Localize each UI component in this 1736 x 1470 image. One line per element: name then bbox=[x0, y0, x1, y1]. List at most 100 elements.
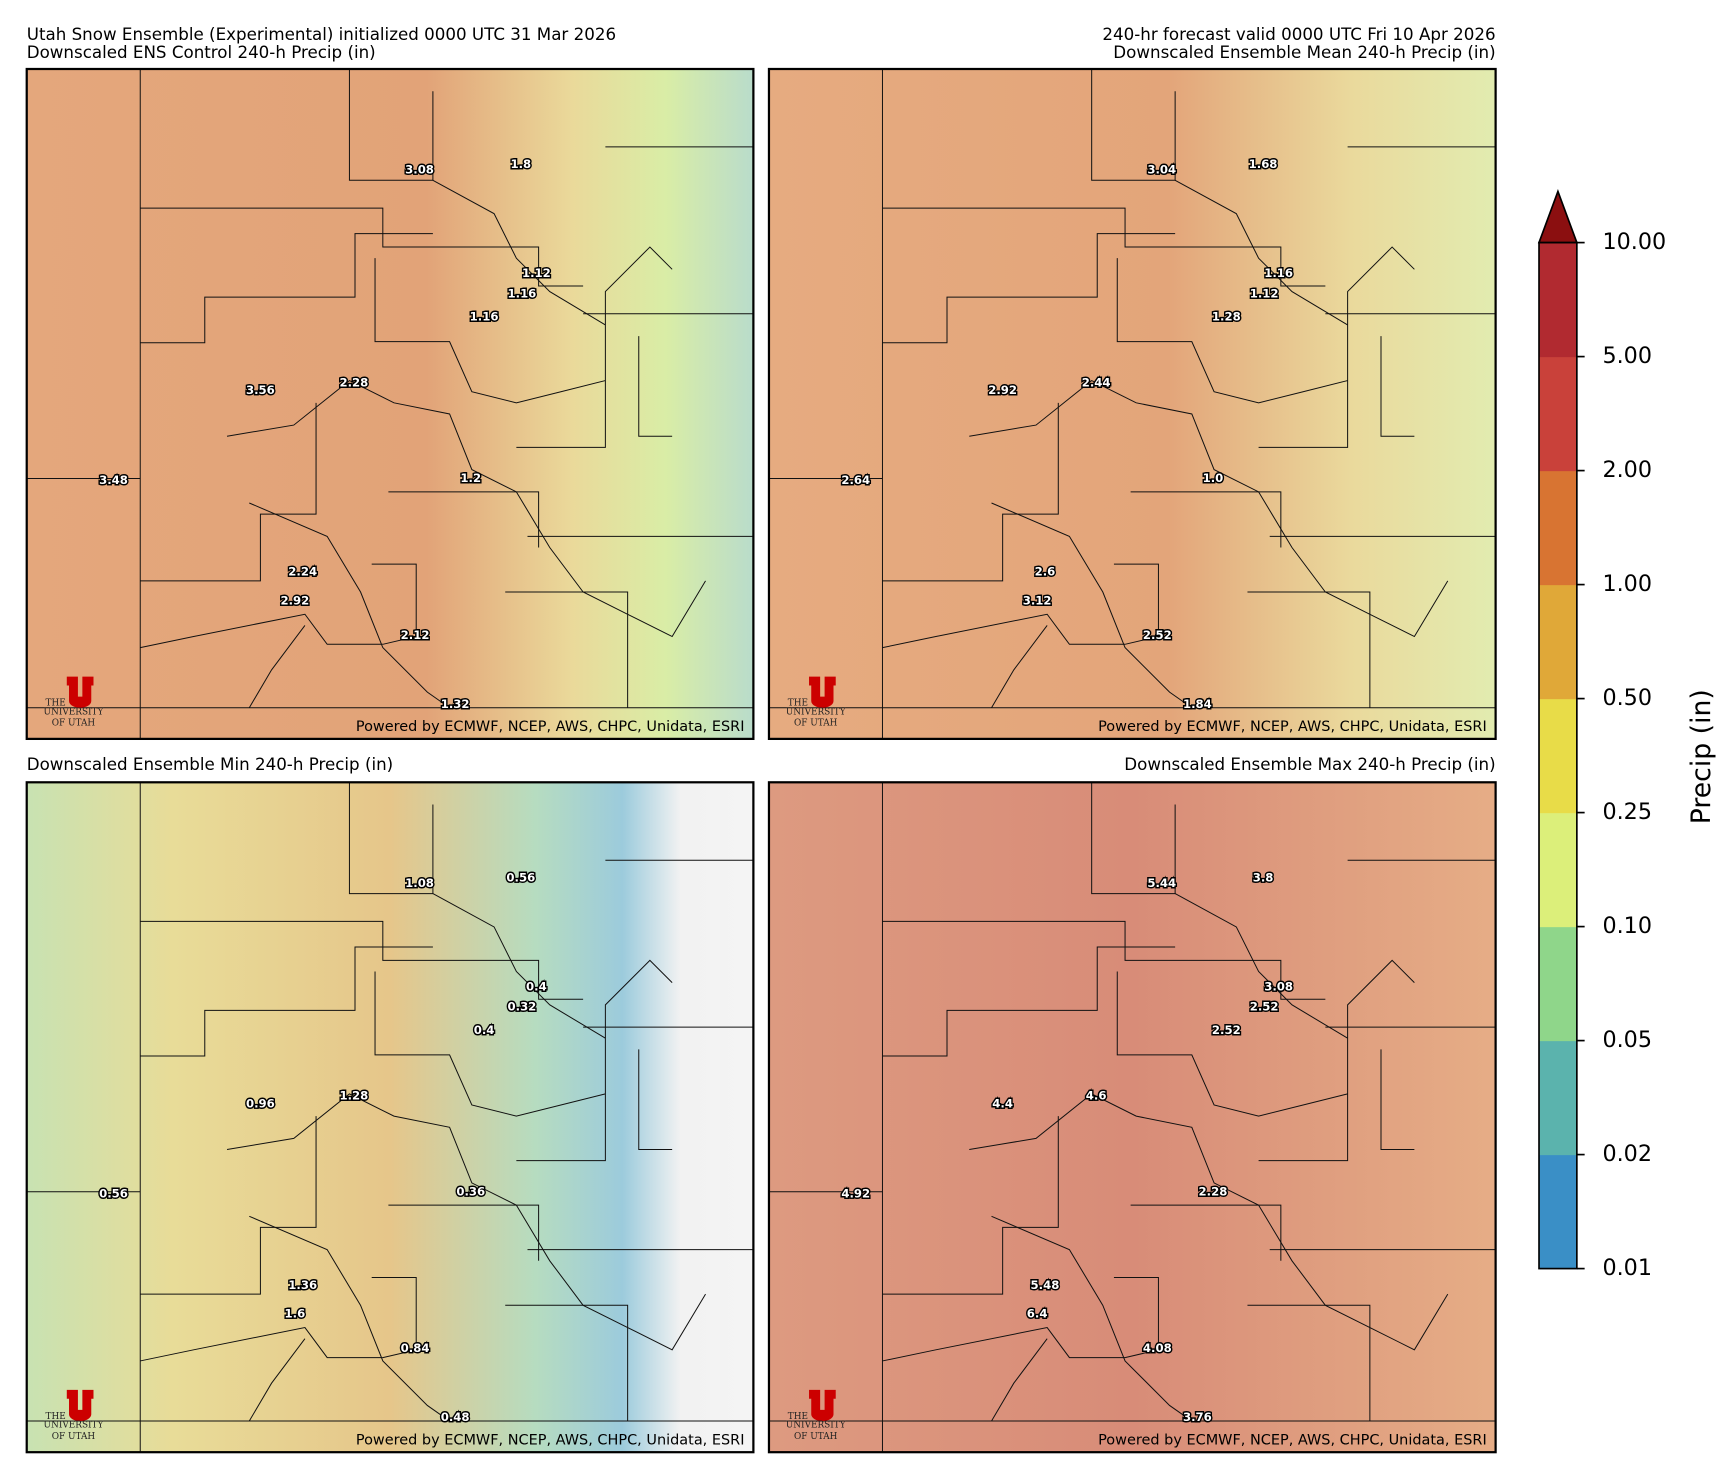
boundary-line bbox=[249, 1215, 450, 1422]
point-value: 1.16 bbox=[470, 310, 499, 324]
point-value: 3.76 bbox=[1183, 1410, 1212, 1424]
boundary-line bbox=[140, 402, 317, 582]
point-value: 2.24 bbox=[288, 564, 317, 578]
logo-the: THE bbox=[46, 1412, 66, 1422]
boundary-line bbox=[882, 402, 1059, 582]
colorbar-bin bbox=[1539, 926, 1577, 1042]
point-value: 2.44 bbox=[1082, 375, 1111, 389]
colorbar-tick-label: 10.00 bbox=[1602, 229, 1666, 255]
colorbar-tick-label: 0.02 bbox=[1602, 1141, 1652, 1167]
colorbar-frame bbox=[1538, 241, 1578, 1270]
boundary-line bbox=[432, 179, 606, 326]
boundary-line bbox=[882, 1327, 1126, 1362]
point-value: 0.36 bbox=[456, 1184, 485, 1198]
boundary-line bbox=[882, 1116, 1059, 1295]
point-value: 2.52 bbox=[1143, 628, 1172, 642]
boundary-line bbox=[374, 971, 606, 1117]
boundary-line bbox=[1380, 336, 1415, 437]
point-value: 4.6 bbox=[1086, 1089, 1107, 1103]
boundary-line bbox=[1113, 563, 1159, 645]
logo-the: THE bbox=[46, 699, 66, 709]
point-value: 0.56 bbox=[506, 870, 535, 884]
boundary-line bbox=[1174, 893, 1348, 1039]
point-value: 2.6 bbox=[1035, 564, 1056, 578]
boundary-line bbox=[140, 920, 584, 1000]
logo-u bbox=[66, 1389, 94, 1422]
colorbar-bin bbox=[1539, 470, 1577, 586]
boundary-line bbox=[432, 893, 606, 1039]
boundary-line bbox=[348, 782, 434, 895]
point-value: 2.52 bbox=[1250, 1000, 1279, 1014]
header-right: 240-hr forecast valid 0000 UTC Fri 10 Ap… bbox=[1102, 25, 1495, 44]
logo-the: THE bbox=[788, 699, 808, 709]
boundary-line bbox=[371, 563, 417, 645]
boundary-line bbox=[140, 946, 433, 1057]
logo-of: OF UTAH bbox=[794, 1432, 838, 1442]
colorbar-tick-label: 0.50 bbox=[1602, 685, 1652, 711]
panel-frame bbox=[25, 67, 755, 741]
colorbar-tick-label: 0.25 bbox=[1602, 799, 1652, 825]
boundary-line bbox=[1174, 179, 1348, 326]
point-value: 2.52 bbox=[1212, 1023, 1241, 1037]
point-value: 0.48 bbox=[441, 1410, 470, 1424]
point-value: 1.36 bbox=[288, 1278, 317, 1292]
boundary-line bbox=[1258, 959, 1415, 1162]
boundary-line bbox=[991, 502, 1193, 709]
boundary-line bbox=[991, 1338, 1048, 1422]
point-value: 1.32 bbox=[441, 697, 470, 711]
boundary-line bbox=[248, 625, 306, 708]
boundary-line bbox=[638, 336, 673, 437]
boundary-line bbox=[1091, 68, 1176, 181]
boundary-line bbox=[1130, 1204, 1282, 1261]
boundary-line bbox=[505, 1304, 629, 1422]
point-value: 2.64 bbox=[841, 473, 870, 487]
point-value: 1.2 bbox=[460, 471, 481, 485]
point-value: 3.48 bbox=[99, 473, 128, 487]
colorbar-tick-label: 0.10 bbox=[1602, 913, 1652, 939]
panel-title: Downscaled Ensemble Mean 240-h Precip (i… bbox=[1113, 43, 1495, 62]
boundary-line bbox=[1258, 246, 1415, 448]
point-value: 4.08 bbox=[1143, 1341, 1172, 1355]
boundary-line bbox=[969, 379, 1449, 638]
point-value: 5.44 bbox=[1147, 876, 1176, 890]
boundary-line bbox=[1247, 591, 1371, 708]
point-value: 1.68 bbox=[1249, 157, 1278, 171]
boundary-line bbox=[348, 68, 434, 181]
boundary-line bbox=[140, 207, 584, 287]
boundary-line bbox=[1380, 1049, 1415, 1151]
point-value: 0.56 bbox=[99, 1187, 128, 1201]
logo-the: THE bbox=[788, 1412, 808, 1422]
point-value: 3.12 bbox=[1023, 593, 1052, 607]
point-value: 3.08 bbox=[1264, 980, 1293, 994]
colorbar-bin bbox=[1539, 1040, 1577, 1156]
boundary-line bbox=[388, 491, 540, 548]
boundary-line bbox=[505, 591, 629, 708]
point-value: 3.56 bbox=[246, 383, 275, 397]
point-value: 1.12 bbox=[522, 266, 551, 280]
point-value: 1.28 bbox=[1212, 310, 1241, 324]
boundary-line bbox=[140, 1116, 317, 1295]
point-value: 3.8 bbox=[1253, 870, 1274, 884]
colorbar-label: Precip (in) bbox=[1686, 689, 1717, 824]
map-background bbox=[26, 68, 754, 739]
point-value: 4.4 bbox=[992, 1096, 1013, 1110]
point-value: 3.04 bbox=[1147, 163, 1176, 177]
boundary-line bbox=[882, 233, 1176, 344]
boundary-line bbox=[388, 1204, 540, 1261]
boundary-line bbox=[969, 1093, 1449, 1351]
logo-u bbox=[809, 1389, 836, 1422]
point-value: 0.84 bbox=[401, 1341, 430, 1355]
point-value: 2.12 bbox=[401, 628, 430, 642]
boundary-line bbox=[1091, 782, 1176, 895]
point-value: 4.92 bbox=[841, 1187, 870, 1201]
map-panel: 3.08 1.8 1.12 1.16 1.16 3.56 2.28 3.48 1.2 2.24 2.… bbox=[25, 67, 755, 741]
point-value: 1.6 bbox=[285, 1307, 306, 1321]
logo-name: UNIVERSITY bbox=[44, 707, 104, 717]
boundary-line bbox=[882, 207, 1326, 287]
boundary-line bbox=[371, 1276, 417, 1359]
point-value: 1.16 bbox=[508, 286, 537, 300]
logo-name: UNIVERSITY bbox=[786, 1421, 846, 1431]
boundary-line bbox=[1130, 491, 1282, 548]
point-value: 5.48 bbox=[1031, 1278, 1060, 1292]
boundary-line bbox=[638, 1049, 673, 1151]
